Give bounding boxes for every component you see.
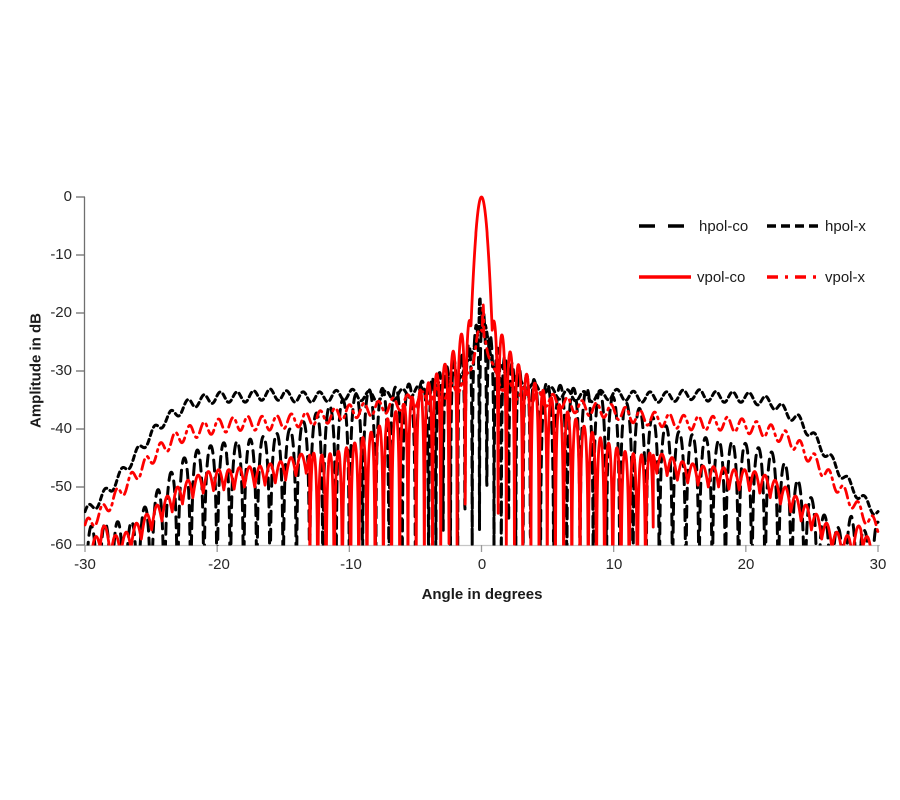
x-axis-title: Angle in degrees: [421, 586, 543, 603]
legend-label-vpol-co: vpol-co: [697, 268, 746, 286]
legend-entry-vpol-x: vpol-x: [765, 267, 865, 287]
y-tick-label-6: -60: [50, 536, 72, 553]
x-tick-label-1: -20: [208, 556, 230, 573]
legend-entry-vpol-co: vpol-co: [637, 267, 745, 287]
legend-entry-hpol-x: hpol-x: [765, 216, 866, 236]
x-tick-label-6: 30: [869, 556, 887, 573]
legend-label-hpol-co: hpol-co: [699, 217, 749, 235]
y-tick-label-4: -40: [50, 420, 72, 437]
x-tick-label-2: -10: [340, 556, 362, 573]
y-tick-label-1: -10: [50, 246, 72, 263]
x-tick-label-3: 0: [477, 556, 487, 573]
y-axis-title: Amplitude in dB: [27, 313, 45, 428]
legend-line-vpol-co: [639, 275, 691, 279]
y-tick-label-3: -30: [50, 362, 72, 379]
legend-line-hpol-co: [639, 224, 685, 228]
legend-line-hpol-x: [767, 224, 819, 228]
x-tick-label-4: 10: [605, 556, 623, 573]
x-tick-label-0: -30: [74, 556, 96, 573]
legend-line-vpol-x: [767, 275, 819, 279]
curve-vpol-x: [84, 302, 880, 534]
legend-label-vpol-x: vpol-x: [825, 268, 866, 286]
y-tick-label-5: -50: [50, 478, 72, 495]
x-tick-label-5: 20: [737, 556, 755, 573]
curves: [84, 195, 880, 546]
curve-vpol-co: [91, 195, 872, 546]
legend-label-hpol-x: hpol-x: [825, 217, 866, 235]
y-tick-label-2: -20: [50, 304, 72, 321]
legend-entry-hpol-co: hpol-co: [637, 216, 748, 236]
y-tick-label-0: 0: [63, 188, 72, 205]
